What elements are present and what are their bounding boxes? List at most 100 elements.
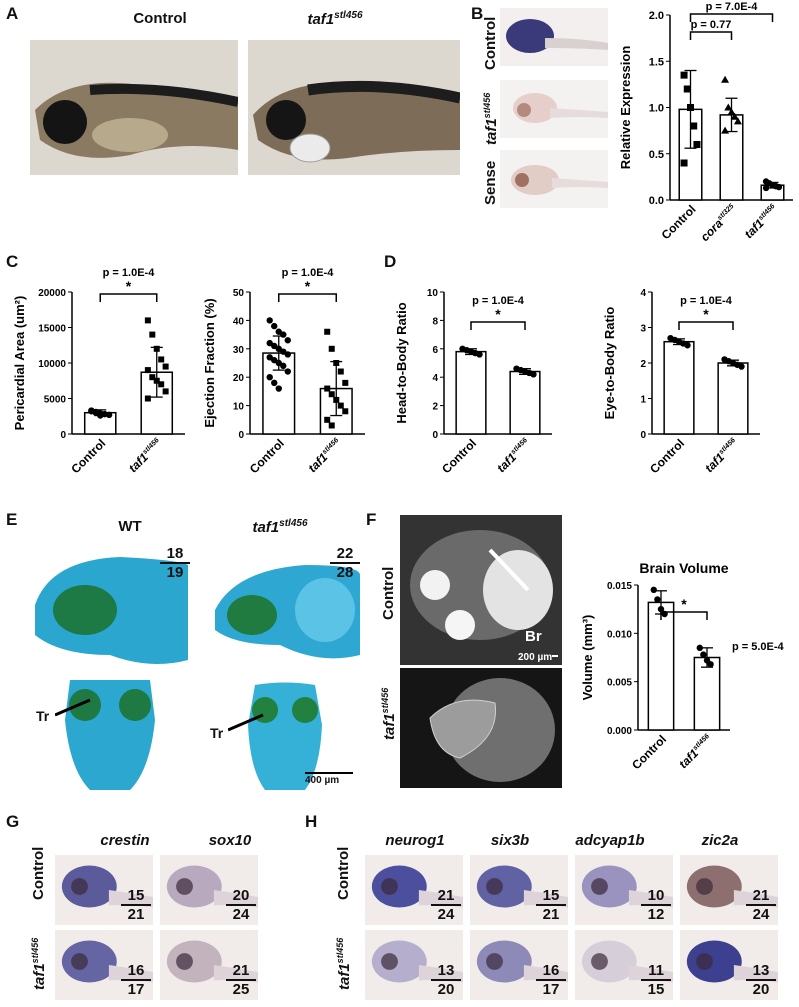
- data-point: [284, 337, 291, 344]
- significance-bracket: [689, 31, 733, 40]
- y-tick-label: 0: [640, 430, 646, 441]
- y-tick-label: 2.0: [649, 10, 664, 22]
- significance-star: *: [305, 278, 311, 294]
- bar: [509, 370, 541, 435]
- x-tick-label: taf1stl456: [305, 436, 344, 475]
- data-point: [680, 71, 688, 79]
- p-value-label: p = 7.0E-4: [706, 1, 759, 13]
- panel-b-control-image: [506, 19, 608, 53]
- data-point: [333, 396, 340, 403]
- h-fraction-1: 15 21: [536, 887, 566, 923]
- p-value-label: p = 1.0E-4: [103, 267, 156, 279]
- control-larva-photo: [30, 40, 238, 175]
- y-tick-label: 0.5: [649, 149, 664, 161]
- h-ish-image-2: [581, 865, 673, 908]
- panel-h-gene-2: adcyap1b: [575, 832, 645, 849]
- panel-h-letter: H: [305, 812, 318, 831]
- y-axis-label: Pericardial Area (um²): [12, 296, 27, 431]
- panel-f-scale-label: 200 µm: [518, 652, 553, 663]
- panel-e-tr-label-mutant: Tr: [210, 725, 224, 741]
- panel-a-letter: A: [6, 4, 19, 23]
- data-point: [337, 368, 344, 375]
- panel-b-letter: B: [471, 4, 484, 23]
- data-point: [733, 117, 742, 125]
- data-point: [284, 351, 291, 358]
- significance-bracket: [689, 13, 774, 22]
- chart-d2: 0 1 2 3 4 Eye-to-Body Ratio Control taf1stl456 *…: [602, 288, 760, 476]
- y-tick-label: 0.000: [607, 726, 632, 737]
- data-point: [328, 422, 335, 429]
- control-ct-image: [400, 515, 562, 665]
- bar: [717, 362, 749, 435]
- data-point: [700, 651, 707, 658]
- chart-c1: 0 5000 10000 15000 20000 Pericardial Area (um…: [12, 267, 185, 476]
- y-tick-label: 0.015: [607, 581, 632, 592]
- data-point: [680, 159, 688, 167]
- data-point: [105, 411, 113, 419]
- significance-bracket: [660, 611, 708, 620]
- panel-a-mutant-label: taf1stl456: [307, 10, 363, 28]
- h-ish-image-7: [686, 940, 778, 983]
- significance-star: *: [495, 306, 501, 322]
- panel-b-sense-image: [511, 165, 608, 195]
- x-tick-label: Control: [247, 436, 287, 476]
- panel-d-letter: D: [384, 252, 397, 271]
- h-ish-photo-3: [680, 855, 778, 925]
- y-tick-label: 0: [432, 430, 438, 441]
- panel-g-gene-0: crestin: [100, 832, 150, 849]
- g-fraction-1: 20 24: [226, 887, 256, 923]
- data-point: [684, 342, 691, 349]
- panel-c-letter: C: [6, 252, 19, 271]
- data-point: [158, 356, 165, 363]
- g-ish-image-3: [166, 940, 258, 983]
- data-point: [144, 367, 151, 374]
- panel-e-mutant-label: taf1stl456: [252, 518, 308, 536]
- y-tick-label: 50: [233, 288, 245, 299]
- data-point: [724, 103, 733, 111]
- h-ish-photo-6: [575, 930, 673, 1000]
- wt-ventral-photo: [30, 680, 188, 790]
- y-tick-label: 6: [432, 345, 438, 356]
- panel-g-gene-1: sox10: [208, 832, 252, 849]
- p-value-label: p = 1.0E-4: [282, 267, 335, 279]
- x-tick-label: taf1stl456: [494, 436, 533, 475]
- data-point: [144, 395, 151, 402]
- significance-bracket: [470, 321, 526, 330]
- mutant-ventral-image: [248, 682, 322, 790]
- data-point: [328, 391, 335, 398]
- h-ish-photo-7: [680, 930, 778, 1000]
- panel-e-tr-line-mutant: [228, 713, 264, 732]
- data-point: [650, 586, 657, 594]
- panel-b-mutant-photo: [500, 80, 608, 138]
- g-ish-image-2: [61, 940, 153, 983]
- panel-e-tr-line-wt: [55, 698, 91, 717]
- y-tick-label: 10000: [38, 359, 66, 370]
- g-ish-photo-0: [55, 855, 153, 925]
- y-tick-label: 4: [640, 288, 646, 299]
- panel-e-letter: E: [6, 510, 18, 529]
- data-point: [271, 322, 278, 330]
- significance-bracket: [278, 293, 337, 302]
- p-value-label: p = 1.0E-4: [472, 295, 525, 307]
- y-axis-label: Eye-to-Body Ratio: [602, 307, 617, 420]
- g-ish-photo-2: [55, 930, 153, 1000]
- y-axis-label: Head-to-Body Ratio: [394, 302, 409, 423]
- y-tick-label: 1.0: [649, 103, 664, 115]
- data-point: [721, 126, 730, 134]
- g-ish-image-1: [166, 865, 258, 908]
- y-tick-label: 0: [238, 430, 244, 441]
- bar: [647, 601, 675, 731]
- y-tick-label: 4: [432, 373, 438, 384]
- data-point: [721, 75, 730, 83]
- x-tick-label: taf1stl456: [702, 436, 741, 475]
- g-ish-photo-1: [160, 855, 258, 925]
- p-value-label: p = 5.0E-4: [732, 641, 785, 653]
- data-point: [271, 379, 278, 387]
- y-tick-label: 40: [233, 316, 245, 327]
- h-ish-image-0: [371, 865, 463, 908]
- y-tick-label: 2: [432, 402, 438, 413]
- mutant-lateral-image: [215, 565, 360, 659]
- significance-bracket: [99, 293, 158, 302]
- data-point: [762, 184, 770, 192]
- bar: [455, 350, 487, 435]
